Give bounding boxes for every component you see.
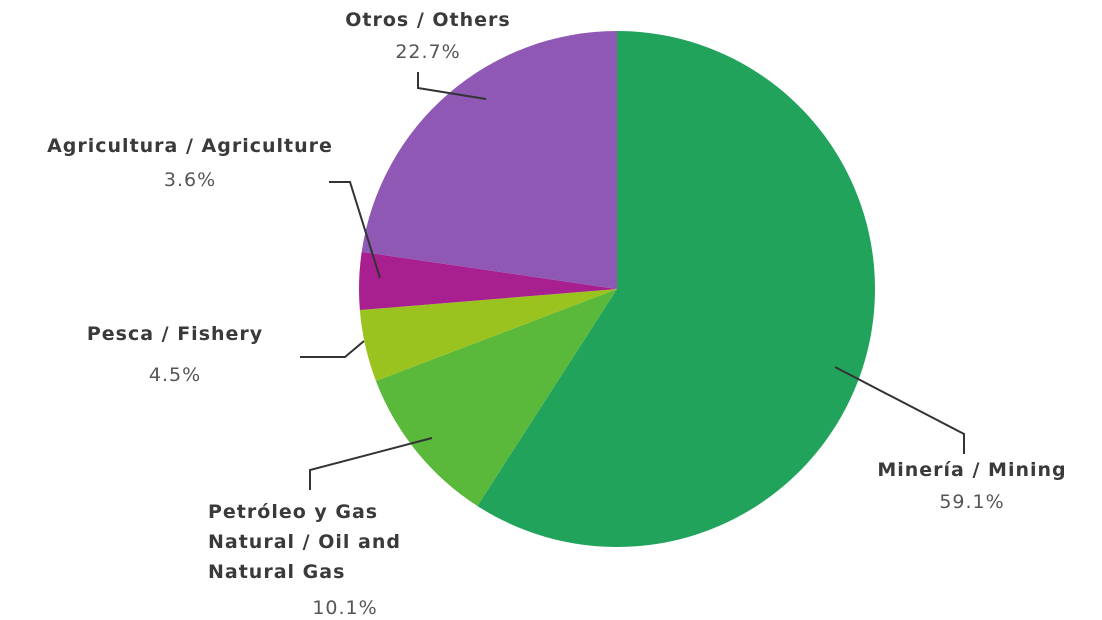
slice-label-3-line-0: Agricultura / Agriculture [47,135,333,157]
leader-line-4 [417,72,487,100]
slice-label-4-line-0: Otros / Others [345,9,510,31]
pie-slice-2 [359,289,617,381]
pie-slices [358,31,875,547]
pie-slice-0 [477,31,875,547]
slice-labels: Minería / Mining 59.1% Petróleo y Gas Natur… [47,9,1066,619]
slice-value-3: 3.6% [164,169,216,191]
leader-lines [300,72,965,490]
slice-label-2-line-0: Pesca / Fishery [87,323,263,345]
leader-line-2 [300,340,365,358]
slice-value-4: 22.7% [395,41,460,63]
slice-value-1: 10.1% [312,597,377,619]
pie-slice-3 [358,251,617,311]
slice-label-1-line-1: Natural / Oil and [208,531,401,553]
pie-slice-1 [375,289,617,506]
slice-label-1-line-0: Petróleo y Gas [208,501,378,523]
leader-line-3 [329,181,381,279]
pie-slice-4 [361,31,617,289]
slice-value-2: 4.5% [149,364,201,386]
slice-value-0: 59.1% [939,491,1004,513]
slice-label-1-line-2: Natural Gas [208,561,345,583]
slice-label-0-line-0: Minería / Mining [877,459,1066,481]
leader-line-1 [309,437,433,490]
leader-line-0 [834,366,965,454]
